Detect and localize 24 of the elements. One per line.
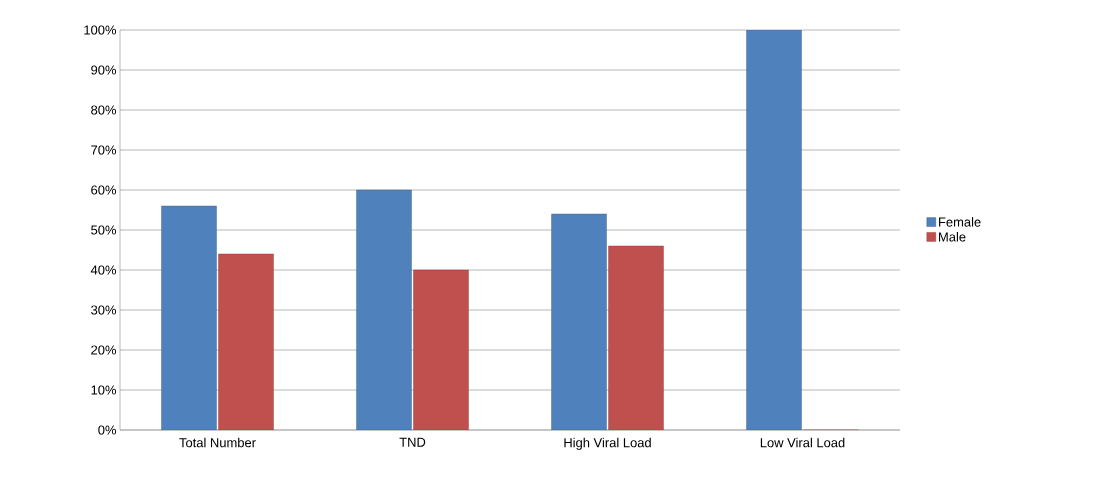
y-tick-label: 70%	[91, 145, 117, 155]
y-tick-label: 90%	[91, 65, 117, 75]
x-tick-label: Total Number	[179, 437, 256, 448]
legend-label: Male	[939, 231, 966, 242]
bar	[161, 205, 217, 430]
y-tick-label: 10%	[91, 385, 117, 395]
x-tick-label: TND	[399, 437, 426, 447]
y-tick-label: 50%	[91, 225, 117, 235]
bar	[551, 213, 607, 430]
bar	[218, 253, 274, 430]
y-tick-label: 20%	[91, 345, 117, 355]
bar	[356, 189, 412, 430]
x-tick-label: High Viral Load	[564, 437, 651, 450]
bar	[746, 30, 802, 430]
bar	[608, 245, 664, 430]
x-tick-label: Low Viral Load	[760, 437, 845, 448]
y-tick-label: 40%	[90, 265, 117, 275]
legend-label: Female	[939, 217, 981, 227]
y-tick-label: 80%	[91, 105, 117, 115]
bar	[413, 269, 469, 430]
y-tick-label: 60%	[91, 185, 117, 195]
y-tick-label: 0%	[98, 425, 117, 435]
y-tick-label: 100%	[84, 25, 117, 35]
y-tick-label: 30%	[91, 305, 117, 315]
